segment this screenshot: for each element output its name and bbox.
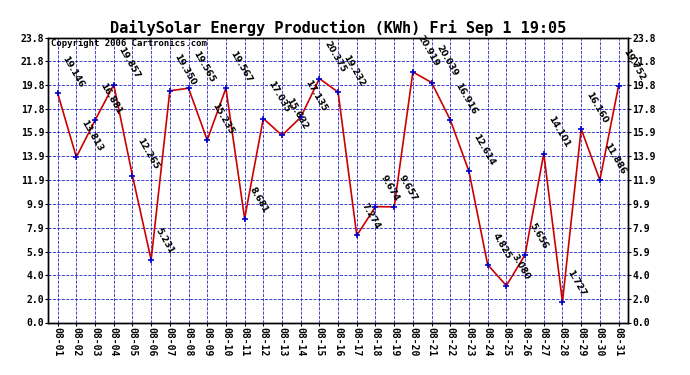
Text: 8.681: 8.681 bbox=[248, 185, 269, 214]
Text: 20.375: 20.375 bbox=[322, 40, 347, 74]
Text: 1.727: 1.727 bbox=[565, 268, 587, 298]
Text: 9.657: 9.657 bbox=[397, 173, 419, 203]
Text: 5.231: 5.231 bbox=[154, 226, 176, 256]
Text: 4.825: 4.825 bbox=[491, 231, 513, 261]
Text: 16.916: 16.916 bbox=[453, 81, 478, 116]
Text: 15.235: 15.235 bbox=[210, 101, 235, 136]
Text: 5.656: 5.656 bbox=[528, 222, 550, 251]
Text: 7.274: 7.274 bbox=[359, 202, 382, 231]
Text: 12.614: 12.614 bbox=[472, 133, 497, 167]
Text: 15.632: 15.632 bbox=[285, 97, 310, 131]
Text: 9.674: 9.674 bbox=[378, 173, 400, 202]
Text: 13.813: 13.813 bbox=[79, 118, 104, 153]
Text: 19.565: 19.565 bbox=[191, 50, 217, 84]
Text: 19.232: 19.232 bbox=[341, 54, 366, 88]
Text: 17.135: 17.135 bbox=[304, 78, 328, 113]
Text: 19.752: 19.752 bbox=[621, 47, 647, 82]
Text: 16.881: 16.881 bbox=[98, 82, 123, 116]
Text: 16.160: 16.160 bbox=[584, 90, 609, 125]
Text: 17.035: 17.035 bbox=[266, 80, 291, 114]
Text: 20.919: 20.919 bbox=[415, 33, 441, 68]
Text: 14.101: 14.101 bbox=[546, 115, 571, 150]
Text: 20.039: 20.039 bbox=[435, 44, 460, 78]
Text: 19.350: 19.350 bbox=[172, 52, 198, 87]
Text: Copyright 2006 Cartronics.com: Copyright 2006 Cartronics.com bbox=[51, 39, 207, 48]
Text: 19.857: 19.857 bbox=[117, 46, 141, 81]
Text: 12.265: 12.265 bbox=[135, 137, 160, 171]
Text: 19.567: 19.567 bbox=[228, 50, 254, 84]
Text: 3.080: 3.080 bbox=[509, 253, 531, 282]
Title: DailySolar Energy Production (KWh) Fri Sep 1 19:05: DailySolar Energy Production (KWh) Fri S… bbox=[110, 20, 566, 36]
Text: 11.886: 11.886 bbox=[602, 141, 628, 176]
Text: 19.146: 19.146 bbox=[61, 54, 86, 89]
